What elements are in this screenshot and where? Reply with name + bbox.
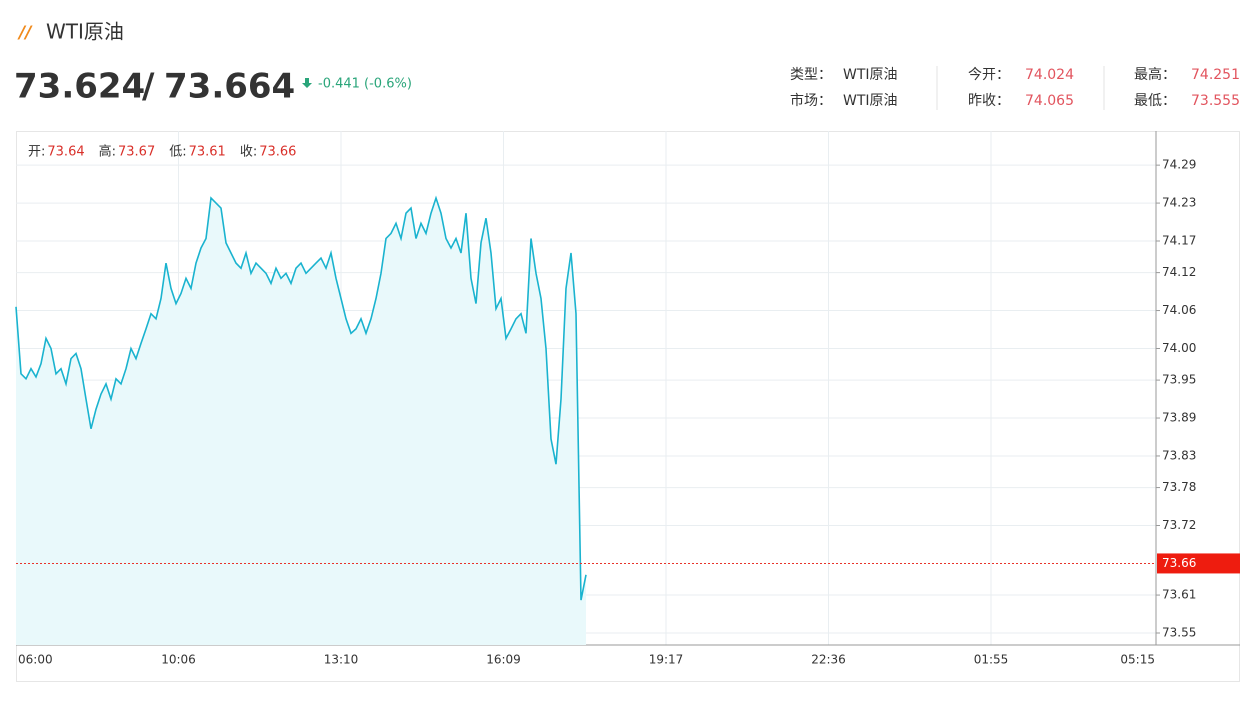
- price-line: [15, 195, 587, 601]
- info-value: 74.251: [1191, 67, 1240, 83]
- ohlc-label: 收:: [240, 145, 257, 160]
- info-value: 74.024: [1025, 67, 1074, 83]
- y-tick-label: 73.89: [1162, 411, 1196, 425]
- ohlc-value: 73.66: [259, 145, 296, 160]
- y-tick-label: 74.29: [1162, 158, 1196, 172]
- x-tick-label: 16:09: [486, 653, 521, 667]
- y-tick-label: 73.95: [1162, 373, 1196, 387]
- y-tick-label: 73.83: [1162, 448, 1196, 462]
- change: -0.441 (-0.6%): [318, 77, 412, 92]
- line-area: [16, 198, 586, 645]
- last-price-box: [1157, 553, 1240, 574]
- x-tick-label: 05:15: [1120, 653, 1155, 667]
- y-tick-label: 74.17: [1162, 234, 1196, 248]
- price-separator: /: [142, 67, 155, 107]
- info-value: WTI原油: [843, 67, 898, 83]
- info-value: 73.555: [1191, 93, 1240, 109]
- x-tick-label: 19:17: [649, 653, 684, 667]
- down-arrow: [302, 78, 312, 88]
- ohlc-value: 73.64: [47, 145, 84, 160]
- last-price-label: 73.66: [1162, 556, 1196, 570]
- y-tick-label: 74.00: [1162, 341, 1196, 355]
- x-tick-label: 01:55: [974, 653, 1009, 667]
- bid-price: 73.624: [14, 67, 145, 107]
- x-tick-label: 06:00: [18, 653, 53, 667]
- ask-price: 73.664: [164, 67, 295, 107]
- brand-icon: //: [17, 23, 33, 43]
- x-tick-label: 22:36: [811, 653, 846, 667]
- y-tick-label: 73.55: [1162, 625, 1196, 639]
- y-tick-label: 74.06: [1162, 303, 1196, 317]
- x-tick-label: 13:10: [324, 653, 359, 667]
- y-tick-label: 73.72: [1162, 518, 1196, 532]
- y-tick-label: 73.78: [1162, 480, 1196, 494]
- info-label: 最高：: [1134, 66, 1176, 83]
- info-label: 最低：: [1134, 93, 1176, 109]
- info-value: 74.065: [1025, 93, 1074, 109]
- ohlc-value: 73.61: [189, 145, 226, 160]
- x-tick-label: 10:06: [161, 653, 196, 667]
- info-label: 类型：: [790, 67, 832, 83]
- title: WTI原油: [46, 20, 124, 44]
- info-value: WTI原油: [843, 93, 898, 109]
- ohlc-value: 73.67: [118, 145, 155, 160]
- info-label: 昨收：: [968, 93, 1010, 109]
- ohlc-label: 低:: [169, 145, 186, 160]
- y-tick-label: 74.12: [1162, 265, 1196, 279]
- info-label: 今开：: [968, 67, 1010, 83]
- y-tick-label: 73.61: [1162, 588, 1196, 602]
- ohlc-label: 开:: [28, 145, 45, 160]
- info-label: 市场：: [790, 92, 832, 109]
- ohlc-label: 高:: [99, 144, 116, 160]
- y-tick-label: 74.23: [1162, 196, 1196, 210]
